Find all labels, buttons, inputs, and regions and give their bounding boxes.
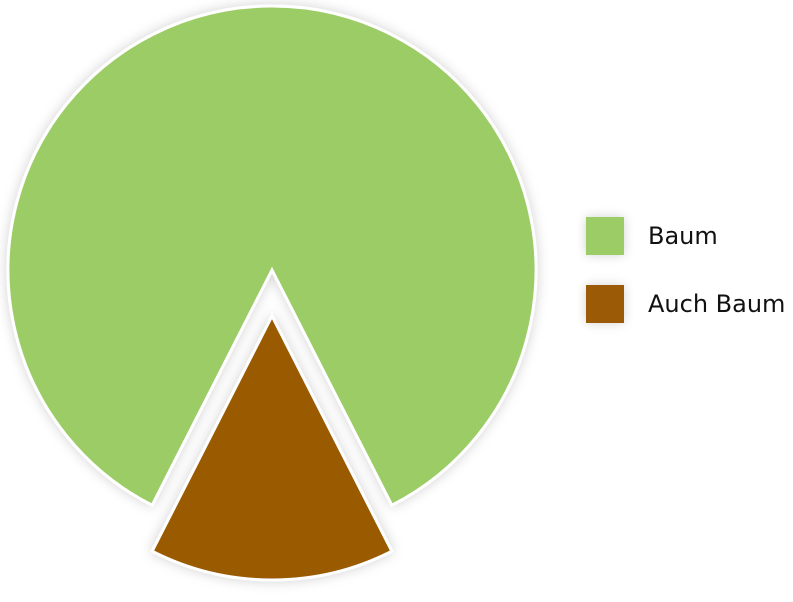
legend-item-baum: Baum (586, 216, 785, 256)
legend: Baum Auch Baum (586, 216, 785, 352)
legend-item-auch-baum: Auch Baum (586, 284, 785, 324)
legend-swatch-baum (586, 217, 624, 255)
pie-slice-baum (6, 4, 538, 508)
legend-swatch-auch-baum (586, 285, 624, 323)
legend-label-baum: Baum (648, 222, 718, 250)
pie-slice-auch-baum (150, 312, 394, 582)
legend-label-auch-baum: Auch Baum (648, 290, 786, 318)
